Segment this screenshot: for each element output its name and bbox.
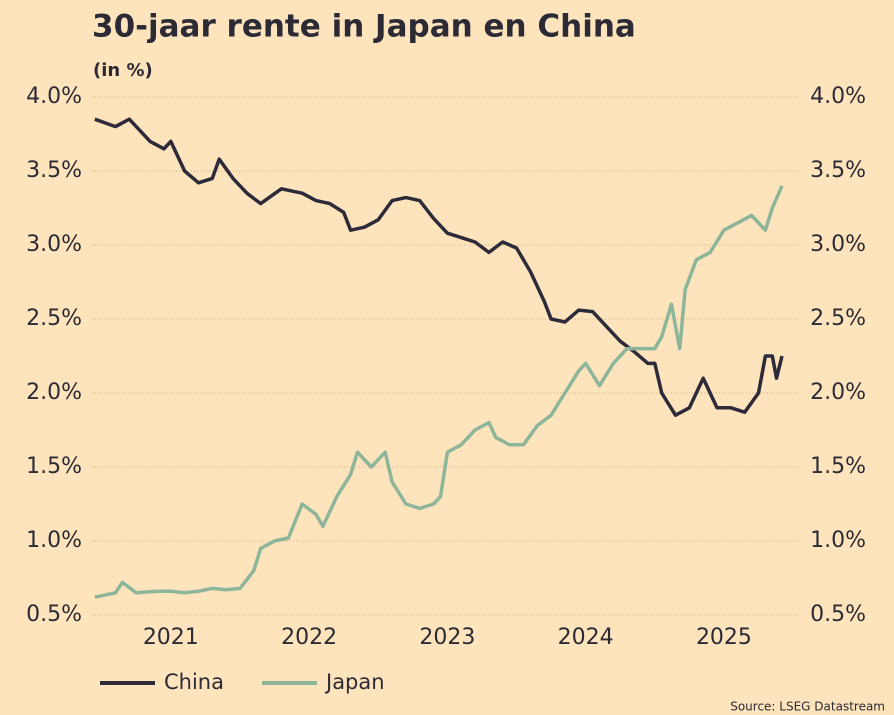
y-tick-label: 0.5% xyxy=(26,602,82,627)
y2-tick-label: 3.0% xyxy=(810,232,866,257)
y2-tick-label: 1.5% xyxy=(810,454,866,479)
x-tick-label: 2023 xyxy=(419,625,475,650)
chart-subtitle: (in %) xyxy=(93,60,153,81)
y2-tick-label: 0.5% xyxy=(810,602,866,627)
y-tick-label: 1.5% xyxy=(26,454,82,479)
series-line xyxy=(94,117,784,417)
source-note: Source: LSEG Datastream xyxy=(730,700,885,714)
y-tick-label: 3.0% xyxy=(26,232,82,257)
x-tick-label: 2021 xyxy=(143,625,199,650)
x-tick-label: 2024 xyxy=(558,625,614,650)
y2-tick-label: 1.0% xyxy=(810,528,866,553)
y-tick-label: 3.5% xyxy=(26,158,82,183)
chart-title: 30-jaar rente in Japan en China xyxy=(92,9,636,45)
y2-tick-label: 3.5% xyxy=(810,158,866,183)
series-line xyxy=(94,185,784,599)
legend-label: Japan xyxy=(324,670,385,694)
y-tick-label: 2.0% xyxy=(26,380,82,405)
y2-tick-label: 2.5% xyxy=(810,306,866,331)
x-tick-label: 2022 xyxy=(281,625,337,650)
y-tick-label: 2.5% xyxy=(26,306,82,331)
y-tick-label: 4.0% xyxy=(26,84,82,109)
x-tick-label: 2025 xyxy=(696,625,752,650)
y2-tick-label: 2.0% xyxy=(810,380,866,405)
y2-tick-label: 4.0% xyxy=(810,84,866,109)
legend-label: China xyxy=(164,670,224,694)
y-tick-label: 1.0% xyxy=(26,528,82,553)
